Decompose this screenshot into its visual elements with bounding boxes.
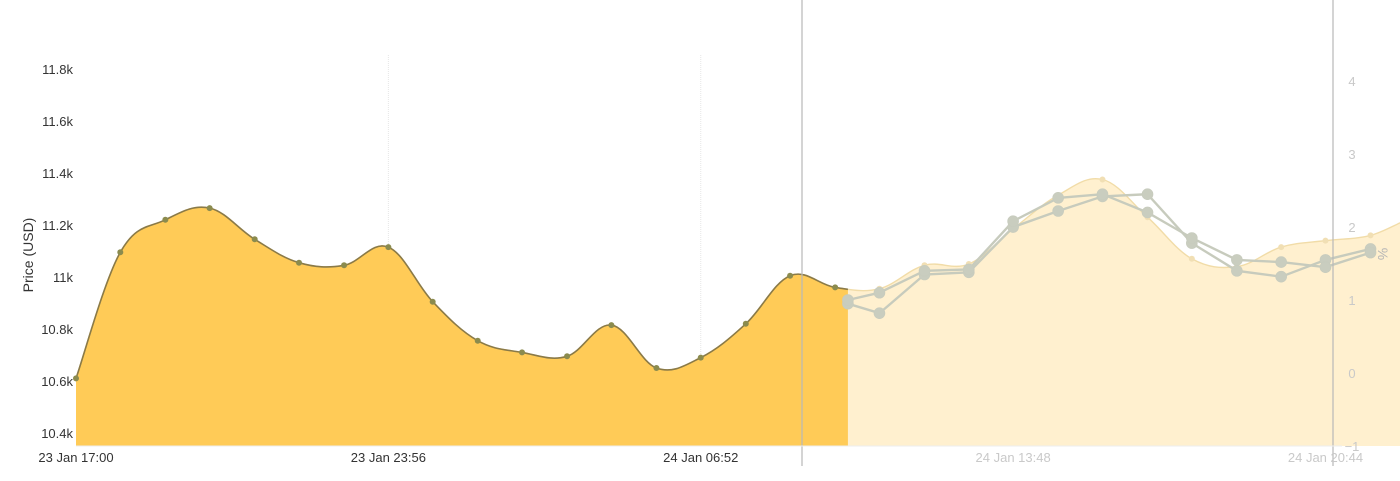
price-point <box>608 322 615 329</box>
y-tick-label: 11k <box>53 270 73 285</box>
y-tick-label: 10.4k <box>41 426 73 441</box>
price-point <box>206 205 213 212</box>
price-point <box>564 353 571 360</box>
y-tick-label: 10.6k <box>41 374 73 389</box>
y2-axis-title: % <box>1375 248 1391 260</box>
price-point <box>832 284 839 291</box>
price-point <box>162 216 169 223</box>
y2-tick-label: 0 <box>1348 366 1355 381</box>
price-point <box>742 320 749 327</box>
y-axis-title: Price (USD) <box>20 218 36 293</box>
price-point <box>117 249 124 256</box>
percent-line-light-b-point <box>1275 256 1287 268</box>
price-point <box>653 365 660 371</box>
price-point <box>251 236 258 243</box>
percent-line-light-a-point <box>873 307 886 319</box>
axis-layer: 10.4k 10.6k 10.8k 11k 11.2k 11.4k 11.6k 11.8k −1… <box>38 62 1363 465</box>
price-point <box>787 272 794 279</box>
percent-line-light-b-point <box>873 286 886 299</box>
price-point <box>1099 176 1106 183</box>
crosshair-layer: 24 Jan 23:00 <box>801 0 1334 466</box>
price-point <box>474 337 481 344</box>
percent-line-light-b-point <box>1231 254 1243 266</box>
percent-line-light-b-point <box>842 294 854 306</box>
y2-tick-label: 4 <box>1348 74 1355 89</box>
percent-line-light-a-point <box>1141 188 1154 201</box>
price-point <box>1322 237 1329 244</box>
percent-line-light-b-point <box>1096 188 1109 201</box>
x-tick-label: 24 Jan 06:52 <box>663 450 738 465</box>
price-point <box>697 354 704 361</box>
price-point <box>73 375 79 382</box>
percent-line-light-a-point <box>1052 205 1064 217</box>
price-point <box>1367 232 1374 239</box>
y-tick-label: 11.8k <box>42 62 73 77</box>
y2-tick-label: −1 <box>1345 439 1360 454</box>
percent-line-light-b-point <box>918 265 931 277</box>
x-tick-label: 24 Jan 13:48 <box>976 450 1051 465</box>
percent-line-light-b-point <box>1186 232 1198 244</box>
y2-tick-label: 2 <box>1348 220 1355 235</box>
percent-line-light-a-point <box>1231 265 1243 277</box>
price-point <box>519 349 526 356</box>
price-area-layer <box>75 177 1400 446</box>
price-point <box>341 262 348 269</box>
y2-tick-label: 3 <box>1348 147 1355 162</box>
price-area-selected <box>76 207 848 446</box>
series-marker-layer <box>73 176 1377 382</box>
percent-line-light-b-point <box>1052 192 1064 204</box>
x-tick-label: 23 Jan 17:00 <box>38 450 113 465</box>
x-tick-label: 24 Jan 20:44 <box>1288 450 1363 465</box>
percent-line-light-b-point <box>1364 246 1377 259</box>
y-tick-label: 11.4k <box>42 166 73 181</box>
price-point <box>385 244 392 251</box>
y-tick-label: 11.6k <box>42 114 73 129</box>
y-tick-label: 11.2k <box>42 218 73 233</box>
x-tick-label: 23 Jan 23:56 <box>351 450 426 465</box>
percent-line-light-b-point <box>1141 206 1154 219</box>
percent-line-light-a-point <box>1275 270 1287 283</box>
y-tick-label: 10.8k <box>41 322 73 337</box>
percent-line-light-b-point <box>1319 261 1332 273</box>
price-point <box>1188 255 1195 262</box>
price-point <box>1278 244 1285 251</box>
price-point <box>429 298 436 305</box>
percent-line-light-b-point <box>1007 215 1019 228</box>
percent-line-light-b-point <box>963 263 975 276</box>
y2-tick-label: 1 <box>1348 293 1355 308</box>
price-line-selected <box>75 206 848 379</box>
price-point <box>296 259 303 266</box>
